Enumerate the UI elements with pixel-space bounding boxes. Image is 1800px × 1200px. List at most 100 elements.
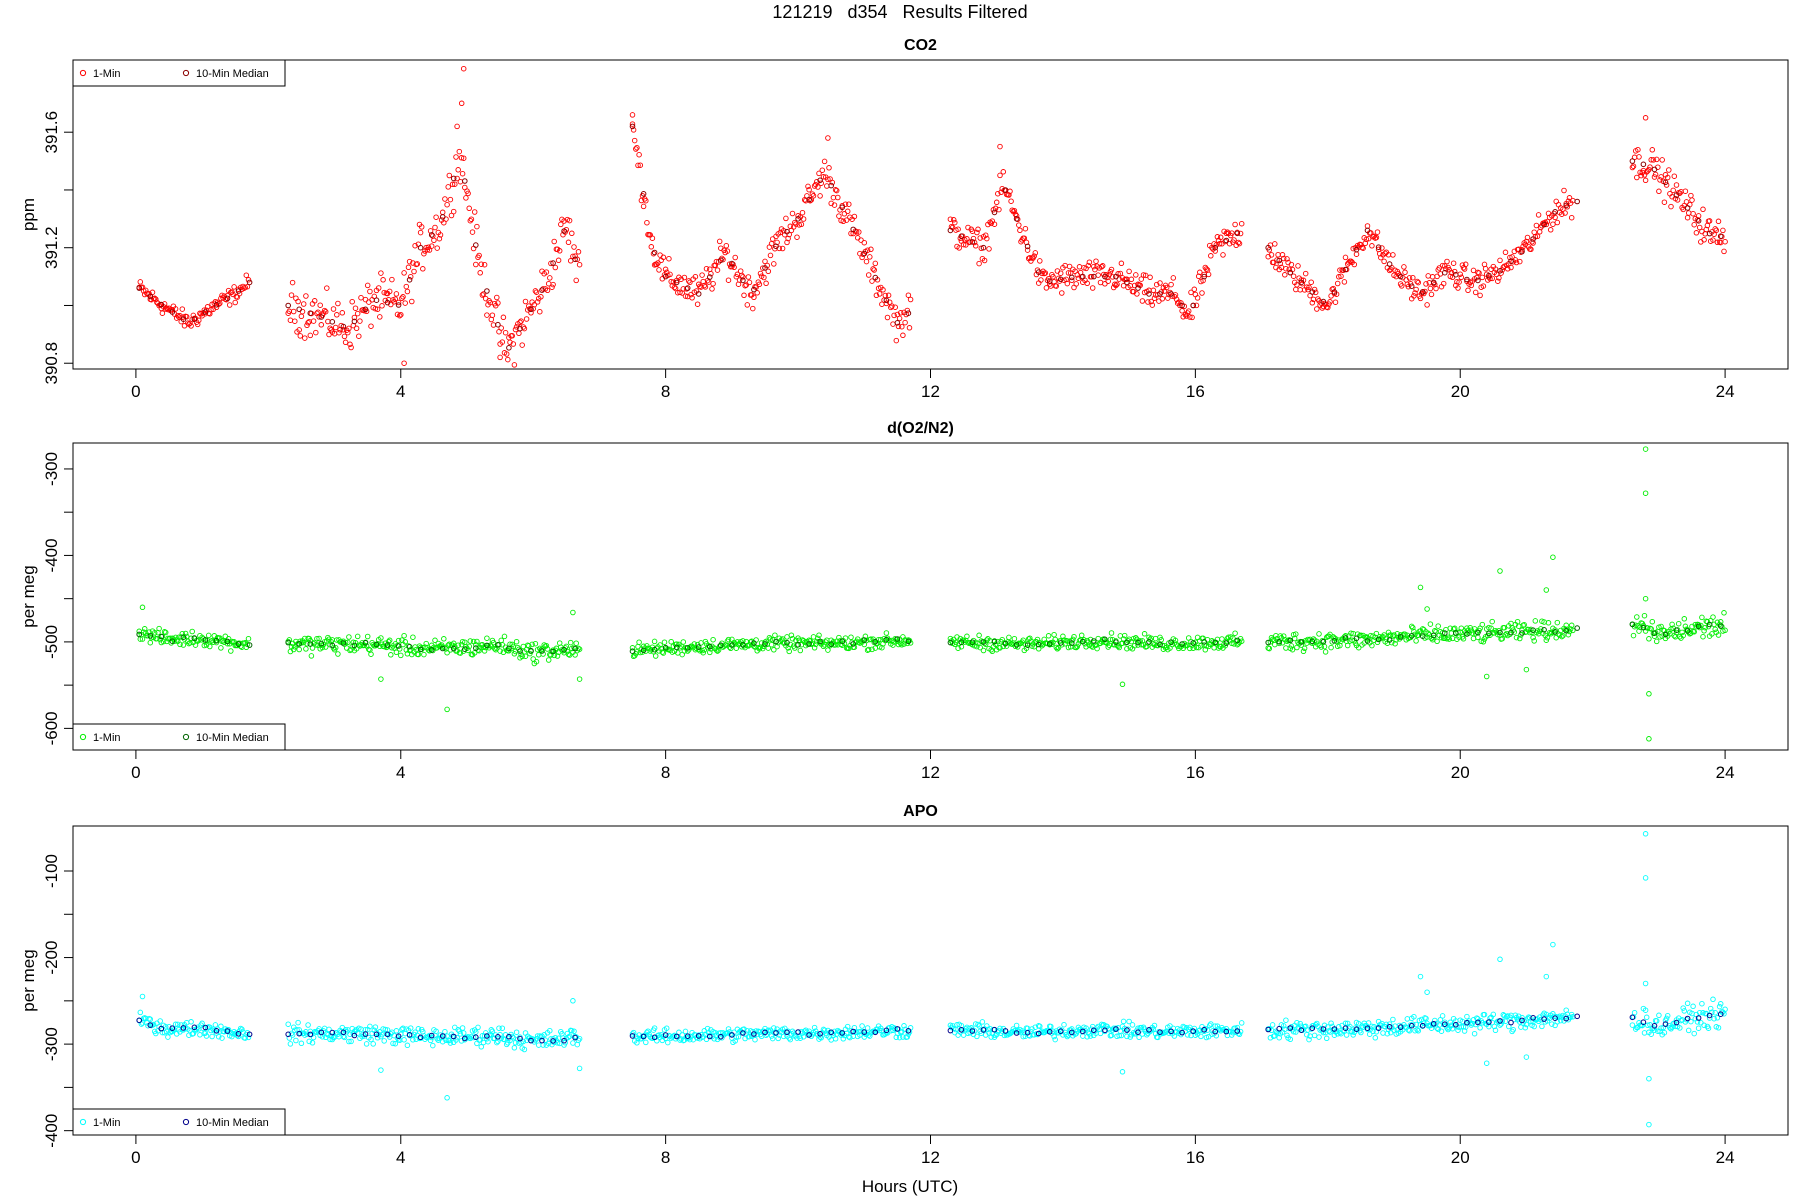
- data-point: [716, 238, 723, 245]
- data-point: [1446, 636, 1452, 642]
- data-point: [889, 303, 895, 309]
- data-point: [1316, 631, 1322, 637]
- data-point: [245, 635, 252, 642]
- data-point: [161, 629, 168, 635]
- data-point: [1690, 210, 1696, 217]
- median-point: [550, 648, 556, 655]
- data-point: [361, 307, 368, 314]
- data-point: [172, 306, 179, 312]
- median-point: [1013, 642, 1020, 648]
- data-point: [566, 1033, 573, 1039]
- data-point: [1319, 637, 1326, 644]
- data-point: [712, 262, 719, 269]
- data-point: [1629, 1022, 1636, 1028]
- median-point: [428, 232, 435, 238]
- data-point: [1069, 637, 1075, 644]
- data-point: [1282, 272, 1288, 278]
- data-point: [1138, 1024, 1145, 1031]
- data-point: [1564, 204, 1571, 210]
- data-point: [1677, 1025, 1683, 1031]
- data-point: [1685, 1027, 1692, 1034]
- median-point: [817, 1031, 823, 1037]
- data-point: [481, 648, 488, 654]
- data-point: [1314, 306, 1320, 312]
- median-point: [191, 1024, 198, 1031]
- data-point: [1480, 283, 1487, 289]
- median-point: [1190, 1028, 1196, 1034]
- data-point: [1369, 243, 1375, 249]
- median-point: [684, 645, 691, 651]
- median-point: [158, 1025, 165, 1032]
- data-point: [1634, 174, 1640, 181]
- median-point: [550, 1038, 556, 1044]
- data-point: [505, 356, 511, 363]
- data-point: [662, 266, 669, 273]
- data-point: [311, 298, 318, 304]
- data-point: [295, 298, 301, 305]
- data-point: [868, 246, 874, 253]
- data-point: [209, 1033, 215, 1040]
- data-point: [1374, 639, 1381, 646]
- data-point: [1008, 198, 1014, 204]
- data-point: [1017, 227, 1023, 234]
- data-point: [414, 261, 421, 267]
- data-point: [488, 1027, 495, 1033]
- median-point: [1080, 638, 1086, 645]
- data-point: [1550, 1011, 1556, 1017]
- median-point: [561, 646, 567, 653]
- data-point: [1476, 1018, 1482, 1025]
- data-point: [631, 137, 638, 144]
- median-point: [1168, 639, 1174, 646]
- median-point: [1541, 221, 1547, 228]
- data-point-outlier: [1119, 681, 1126, 688]
- data-point: [656, 267, 662, 273]
- data-point: [1405, 1027, 1412, 1033]
- median-point: [561, 1037, 567, 1044]
- data-point: [289, 279, 296, 286]
- data-point: [147, 1016, 154, 1023]
- data-point: [1212, 248, 1218, 254]
- data-point: [396, 646, 403, 652]
- data-point: [1024, 247, 1031, 253]
- median-point: [318, 1029, 325, 1036]
- data-point: [293, 295, 299, 301]
- data-point: [374, 306, 381, 312]
- data-point: [332, 324, 339, 331]
- median-point: [806, 641, 812, 647]
- median-point: [572, 256, 578, 263]
- data-point: [523, 316, 530, 322]
- data-point: [856, 229, 862, 235]
- data-point: [1722, 1006, 1728, 1013]
- median-point: [473, 1034, 479, 1040]
- median-point: [894, 1026, 901, 1032]
- data-point: [139, 636, 146, 642]
- data-point: [395, 637, 402, 644]
- data-point: [409, 298, 415, 305]
- median-point: [1309, 1025, 1316, 1031]
- median-point: [528, 306, 534, 313]
- median-point: [958, 1027, 965, 1033]
- data-point: [1442, 263, 1448, 269]
- data-point: [844, 1023, 851, 1030]
- data-point: [892, 1026, 898, 1032]
- data-point: [330, 306, 337, 312]
- data-point: [1425, 630, 1431, 637]
- data-point: [1715, 1025, 1722, 1031]
- data-point: [471, 209, 478, 215]
- legend-label-10-min-median: 10-Min Median: [196, 68, 269, 80]
- data-point: [1290, 1028, 1297, 1035]
- data-point: [890, 642, 896, 648]
- data-point: [415, 1026, 422, 1032]
- median-point: [1168, 291, 1174, 297]
- data-point: [309, 1040, 316, 1046]
- data-point: [521, 1046, 528, 1053]
- median-point: [1375, 1025, 1382, 1031]
- median-point: [462, 1035, 468, 1042]
- data-point: [975, 226, 981, 233]
- data-point: [1415, 279, 1422, 286]
- median-point: [406, 277, 413, 283]
- median-point: [561, 228, 567, 234]
- data-point: [1499, 635, 1505, 642]
- data-point: [1653, 638, 1660, 645]
- data-point: [687, 279, 693, 286]
